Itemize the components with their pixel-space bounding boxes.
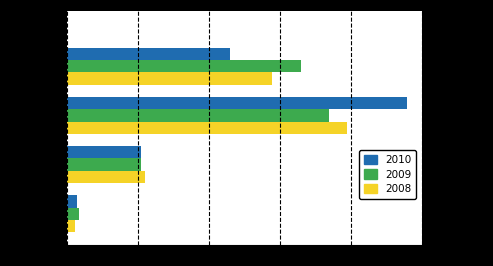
Bar	[67, 72, 273, 85]
Bar	[67, 122, 347, 134]
Bar	[67, 171, 144, 183]
Legend: 2010, 2009, 2008: 2010, 2009, 2008	[359, 150, 416, 199]
Bar	[67, 48, 230, 60]
Bar	[67, 220, 75, 232]
Bar	[67, 196, 77, 208]
Bar	[67, 60, 301, 72]
Bar	[67, 97, 407, 109]
Bar	[67, 146, 141, 159]
Bar	[67, 159, 141, 171]
Bar	[67, 208, 79, 220]
Bar	[67, 109, 329, 122]
